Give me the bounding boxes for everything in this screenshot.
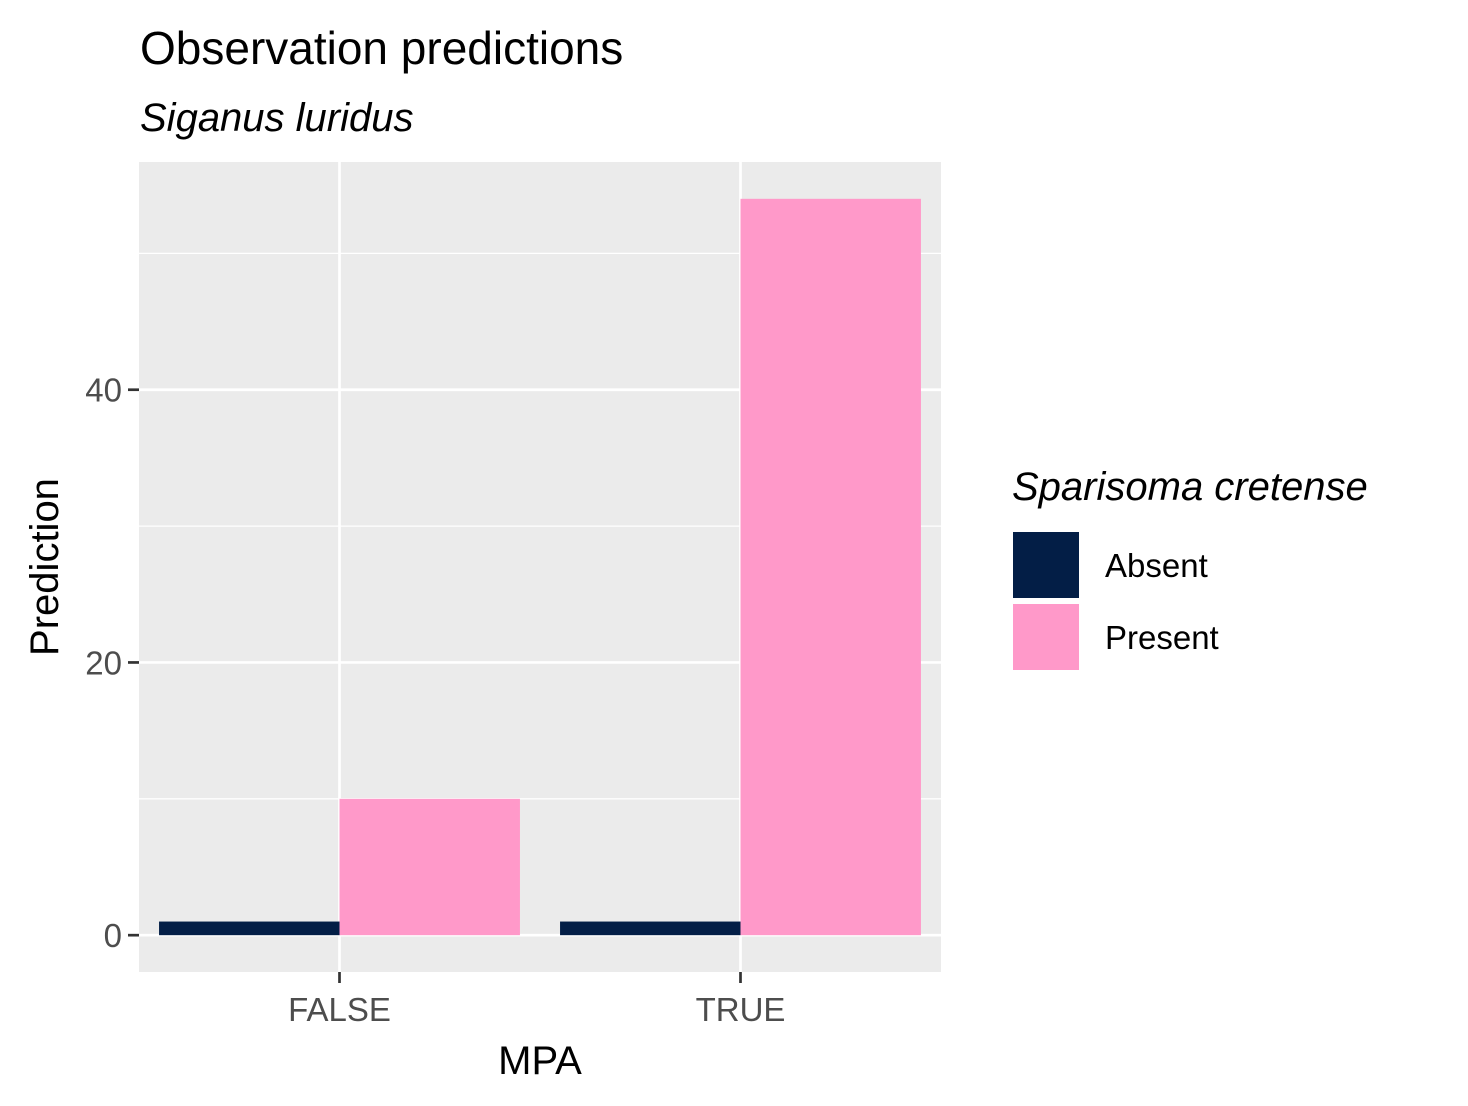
y-tick-label: 0 bbox=[104, 917, 122, 954]
legend-key-present bbox=[1011, 602, 1081, 672]
bar-present-false bbox=[339, 798, 520, 936]
y-tick-label: 40 bbox=[85, 372, 122, 409]
chart-title: Observation predictions bbox=[140, 22, 623, 74]
legend-label-absent: Absent bbox=[1105, 547, 1208, 584]
bar-absent-true bbox=[560, 921, 741, 936]
y-tick-label: 20 bbox=[85, 644, 122, 681]
chart-subtitle: Siganus luridus bbox=[140, 96, 414, 140]
legend-key-absent bbox=[1011, 530, 1081, 600]
y-axis-title: Prediction bbox=[23, 478, 67, 656]
x-tick-label: FALSE bbox=[288, 991, 391, 1028]
legend-label-present: Present bbox=[1105, 619, 1219, 656]
x-axis-title: MPA bbox=[498, 1039, 582, 1083]
bar-present-true bbox=[740, 198, 921, 936]
bars bbox=[159, 198, 921, 936]
x-tick-label: TRUE bbox=[696, 991, 786, 1028]
x-axis: FALSE TRUE bbox=[288, 972, 785, 1028]
legend: Sparisoma cretense Absent Present bbox=[1011, 465, 1368, 672]
y-axis: 0 20 40 bbox=[85, 372, 139, 954]
legend-title: Sparisoma cretense bbox=[1012, 465, 1368, 509]
bar-absent-false bbox=[159, 921, 340, 936]
